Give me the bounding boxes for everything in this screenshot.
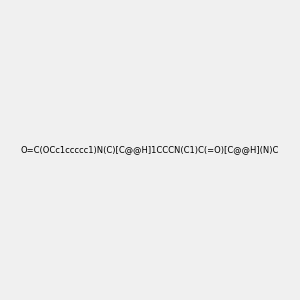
Text: O=C(OCc1ccccc1)N(C)[C@@H]1CCCN(C1)C(=O)[C@@H](N)C: O=C(OCc1ccccc1)N(C)[C@@H]1CCCN(C1)C(=O)[…	[21, 146, 279, 154]
